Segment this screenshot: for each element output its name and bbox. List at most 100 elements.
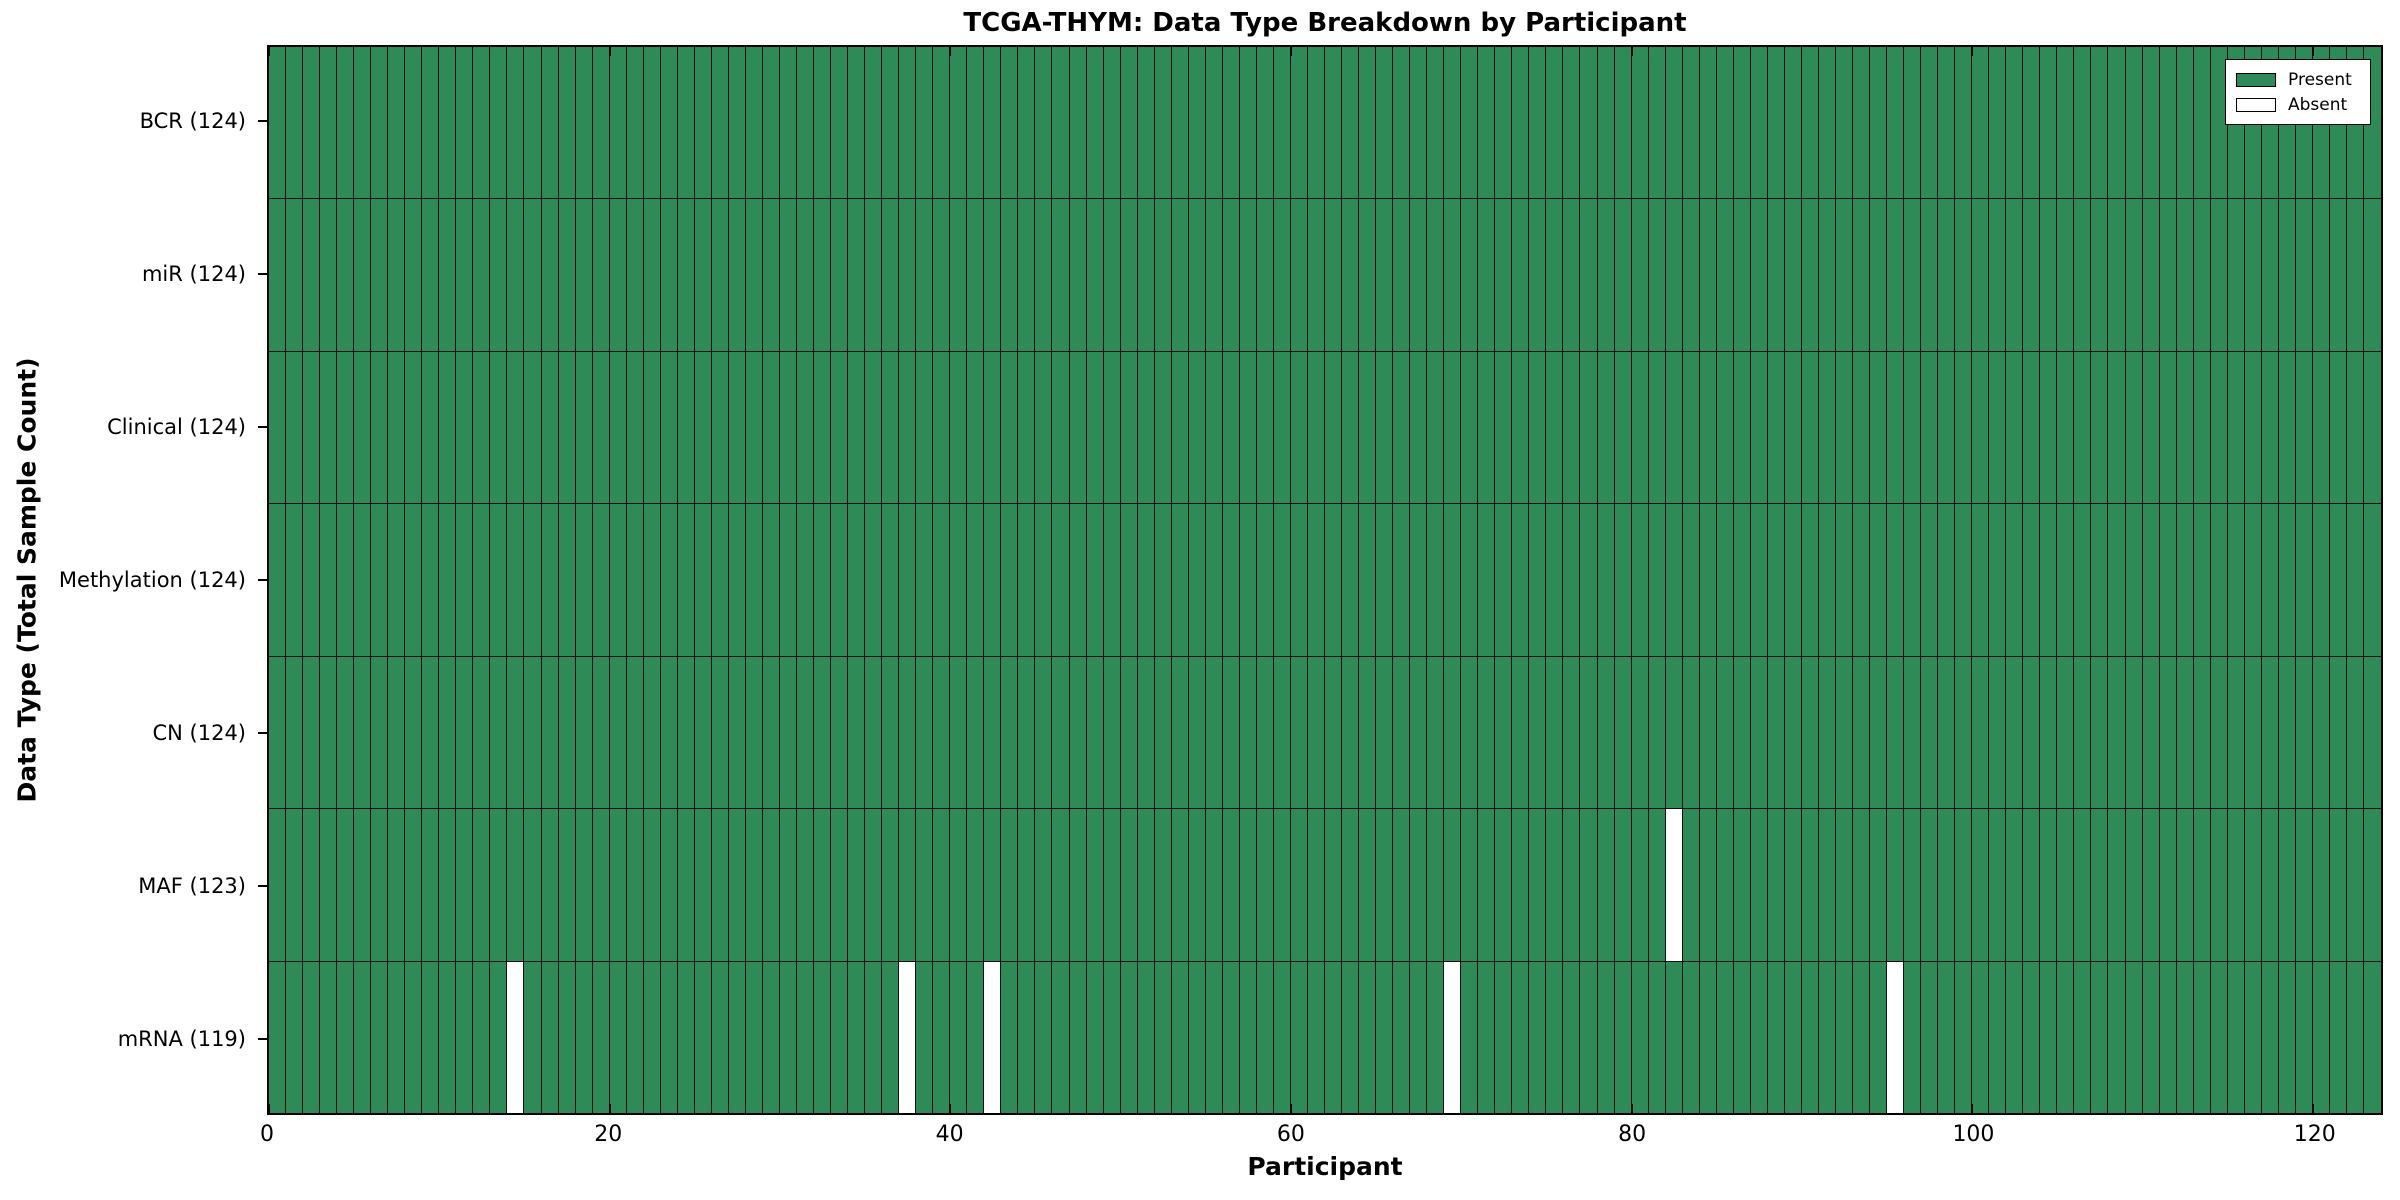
matrix-cell	[388, 961, 406, 1113]
matrix-cell	[2074, 809, 2092, 961]
matrix-cell	[2329, 656, 2347, 809]
matrix-cell	[882, 47, 900, 199]
matrix-cell	[1597, 809, 1615, 961]
matrix-cell	[2142, 351, 2160, 504]
matrix-cell	[1835, 199, 1853, 351]
matrix-cell	[882, 961, 900, 1113]
matrix-cell	[2023, 656, 2041, 809]
matrix-cell	[609, 351, 627, 504]
matrix-cell	[2244, 504, 2262, 656]
matrix-cell	[967, 351, 985, 504]
matrix-cell	[473, 656, 491, 809]
matrix-cell	[1069, 351, 1087, 504]
matrix-cell	[899, 656, 917, 809]
matrix-cell	[1529, 809, 1547, 961]
matrix-cell	[286, 809, 304, 961]
matrix-cell	[2159, 199, 2177, 351]
matrix-cell	[269, 47, 287, 199]
matrix-cell	[1938, 504, 1956, 656]
x-tick-label: 80	[1618, 1122, 1647, 1147]
matrix-cell	[422, 199, 440, 351]
matrix-cell	[2040, 809, 2058, 961]
matrix-cell	[1904, 809, 1922, 961]
x-axis-title: Participant	[1247, 1152, 1403, 1181]
matrix-cell	[2210, 656, 2228, 809]
matrix-cell	[797, 809, 815, 961]
matrix-cell	[1921, 47, 1939, 199]
y-tick-label: MAF (123)	[138, 873, 246, 898]
matrix-cell	[1478, 47, 1496, 199]
matrix-cell	[1887, 47, 1905, 199]
matrix-cell	[1716, 961, 1734, 1113]
matrix-cell	[643, 199, 661, 351]
matrix-cell	[1069, 47, 1087, 199]
matrix-cell	[1427, 199, 1445, 351]
matrix-cell	[1801, 351, 1819, 504]
matrix-cell	[797, 199, 815, 351]
matrix-cell	[626, 47, 644, 199]
matrix-cell	[1359, 961, 1377, 1113]
matrix-cell	[865, 504, 883, 656]
matrix-cell	[1648, 199, 1666, 351]
matrix-cell	[1904, 961, 1922, 1113]
matrix-cell	[779, 656, 797, 809]
matrix-cell	[950, 961, 968, 1113]
matrix-cell	[1325, 47, 1343, 199]
matrix-cell	[626, 199, 644, 351]
matrix-cell	[1750, 656, 1768, 809]
matrix-cell	[1904, 504, 1922, 656]
matrix-cell	[507, 961, 525, 1113]
matrix-cell	[1853, 656, 1871, 809]
matrix-cell	[337, 961, 355, 1113]
matrix-row-mRNA	[269, 961, 2381, 1113]
matrix-cell	[1001, 199, 1019, 351]
matrix-cell	[1682, 199, 1700, 351]
matrix-cell	[677, 961, 695, 1113]
matrix-cell	[2363, 656, 2381, 809]
matrix-cell	[1938, 961, 1956, 1113]
matrix-cell	[2176, 809, 2194, 961]
matrix-cell	[1512, 351, 1530, 504]
matrix-cell	[1955, 199, 1973, 351]
matrix-cell	[1801, 504, 1819, 656]
matrix-cell	[1870, 504, 1888, 656]
matrix-cell	[1137, 504, 1155, 656]
matrix-cell	[1307, 504, 1325, 656]
matrix-row-CN	[269, 656, 2381, 810]
matrix-cell	[1682, 809, 1700, 961]
matrix-cell	[916, 961, 934, 1113]
matrix-cell	[728, 351, 746, 504]
matrix-cell	[1018, 47, 1036, 199]
matrix-cell	[1512, 656, 1530, 809]
matrix-cell	[2142, 656, 2160, 809]
matrix-cell	[1495, 656, 1513, 809]
matrix-cell	[320, 961, 338, 1113]
matrix-cell	[660, 351, 678, 504]
matrix-cell	[1188, 199, 1206, 351]
matrix-cell	[1580, 656, 1598, 809]
matrix-cell	[2278, 199, 2296, 351]
matrix-cell	[303, 504, 321, 656]
matrix-cell	[1256, 504, 1274, 656]
matrix-cell	[1052, 504, 1070, 656]
matrix-cell	[831, 504, 849, 656]
matrix-cell	[473, 961, 491, 1113]
matrix-cell	[1614, 351, 1632, 504]
matrix-cell	[473, 199, 491, 351]
matrix-cell	[439, 809, 457, 961]
matrix-cell	[388, 504, 406, 656]
matrix-cell	[1325, 199, 1343, 351]
matrix-cell	[286, 961, 304, 1113]
matrix-cell	[303, 961, 321, 1113]
matrix-cell	[1614, 809, 1632, 961]
matrix-cell	[1784, 656, 1802, 809]
matrix-cell	[1682, 47, 1700, 199]
matrix-cell	[2244, 351, 2262, 504]
matrix-cell	[2108, 656, 2126, 809]
matrix-cell	[1699, 961, 1717, 1113]
chart-title: TCGA-THYM: Data Type Breakdown by Partic…	[963, 8, 1687, 38]
matrix-cell	[1222, 809, 1240, 961]
matrix-cell	[1904, 47, 1922, 199]
matrix-cell	[371, 199, 389, 351]
matrix-cell	[1393, 199, 1411, 351]
